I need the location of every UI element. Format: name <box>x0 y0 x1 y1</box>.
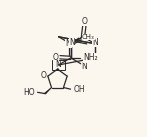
Text: N: N <box>82 62 87 71</box>
Text: N: N <box>69 38 75 47</box>
Text: N: N <box>56 60 61 69</box>
Text: OH: OH <box>74 85 85 94</box>
Text: HO: HO <box>23 88 35 96</box>
Text: N: N <box>65 39 71 48</box>
Text: O: O <box>53 53 59 62</box>
Text: O: O <box>41 71 47 80</box>
Polygon shape <box>57 68 59 70</box>
Text: NH₂: NH₂ <box>83 53 98 62</box>
Text: CH₃: CH₃ <box>82 34 95 40</box>
FancyBboxPatch shape <box>52 60 65 70</box>
Text: O: O <box>82 17 88 26</box>
Polygon shape <box>44 88 51 94</box>
Text: N: N <box>93 38 98 47</box>
